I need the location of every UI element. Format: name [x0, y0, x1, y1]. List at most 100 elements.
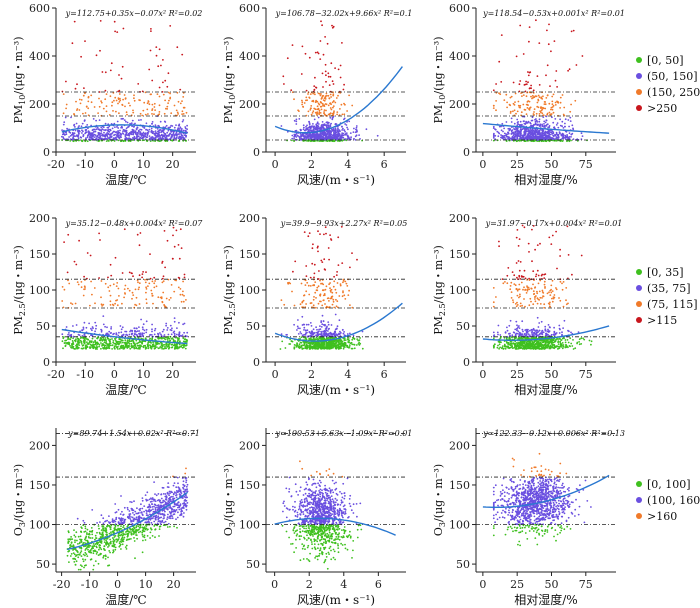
data-point [92, 327, 94, 330]
data-point [548, 125, 551, 127]
data-point [309, 285, 312, 287]
data-point [87, 107, 90, 110]
data-point [113, 342, 116, 345]
data-point [94, 346, 97, 349]
data-point [104, 325, 106, 328]
data-point [322, 53, 325, 56]
data-point [75, 345, 78, 348]
data-point [169, 92, 172, 95]
data-point [343, 117, 346, 120]
data-point [119, 129, 121, 132]
data-point [306, 281, 309, 284]
data-point [322, 294, 325, 297]
data-point [331, 303, 334, 306]
data-point [104, 89, 107, 92]
y-tick-label: 100 [239, 284, 260, 297]
data-point [97, 128, 100, 131]
data-point [546, 131, 549, 134]
data-point [178, 257, 181, 260]
data-point [181, 53, 184, 56]
data-point [78, 98, 81, 101]
data-point [519, 104, 522, 107]
data-point [512, 81, 515, 84]
data-point [536, 123, 538, 126]
data-point [114, 302, 116, 305]
data-point [551, 103, 554, 106]
data-point [181, 127, 183, 130]
data-point [316, 122, 319, 125]
data-point [308, 125, 311, 128]
data-point [319, 40, 322, 42]
data-point [534, 123, 537, 126]
data-point [138, 244, 141, 247]
data-point [331, 80, 334, 83]
data-point [72, 137, 75, 140]
data-point [162, 93, 165, 96]
data-point [530, 84, 532, 87]
data-point [157, 130, 159, 133]
data-point [182, 140, 185, 142]
data-point [173, 136, 176, 139]
data-point [539, 123, 542, 126]
data-point [554, 104, 557, 106]
data-point [135, 296, 138, 299]
data-point [76, 108, 79, 110]
data-point [77, 137, 80, 140]
data-point [112, 340, 115, 342]
data-point [297, 327, 300, 330]
data-point [104, 347, 107, 350]
data-point [105, 110, 108, 113]
data-point [324, 63, 327, 66]
data-point [77, 136, 80, 138]
data-point [173, 104, 176, 107]
data-point [307, 235, 310, 238]
data-point [497, 135, 500, 138]
data-point [92, 128, 95, 131]
data-point [82, 328, 85, 330]
data-point [503, 99, 506, 101]
data-point [339, 76, 342, 79]
data-point [544, 140, 547, 143]
data-point [568, 132, 571, 135]
data-point [127, 134, 130, 137]
data-point [323, 111, 325, 113]
data-point [83, 321, 86, 324]
data-point [503, 134, 506, 137]
data-point [146, 129, 149, 132]
data-point [519, 80, 522, 82]
data-point [519, 135, 522, 138]
data-point [330, 96, 332, 98]
data-point [133, 131, 136, 134]
data-point [131, 272, 133, 275]
data-point [95, 345, 98, 347]
data-point [77, 134, 80, 137]
data-point [312, 298, 315, 301]
data-point [149, 341, 152, 344]
data-point [131, 330, 134, 333]
data-point [305, 303, 307, 305]
data-point [342, 279, 345, 282]
data-point [132, 294, 135, 296]
data-point [139, 232, 142, 234]
data-point [145, 298, 148, 301]
data-point [114, 348, 116, 350]
data-point [527, 81, 529, 84]
data-point [351, 338, 354, 341]
data-point [138, 99, 141, 101]
data-point [337, 68, 340, 71]
data-point [94, 302, 96, 305]
data-point [141, 132, 144, 135]
data-point [173, 330, 176, 333]
data-point [298, 118, 301, 120]
data-point [148, 68, 151, 71]
data-point [365, 128, 368, 131]
data-point [119, 132, 122, 135]
data-point [343, 113, 346, 116]
data-point [183, 273, 186, 276]
data-point [341, 129, 343, 131]
data-point [153, 102, 156, 105]
data-point [100, 329, 103, 332]
data-point [532, 134, 534, 137]
data-point [78, 109, 81, 111]
data-point [323, 97, 326, 100]
